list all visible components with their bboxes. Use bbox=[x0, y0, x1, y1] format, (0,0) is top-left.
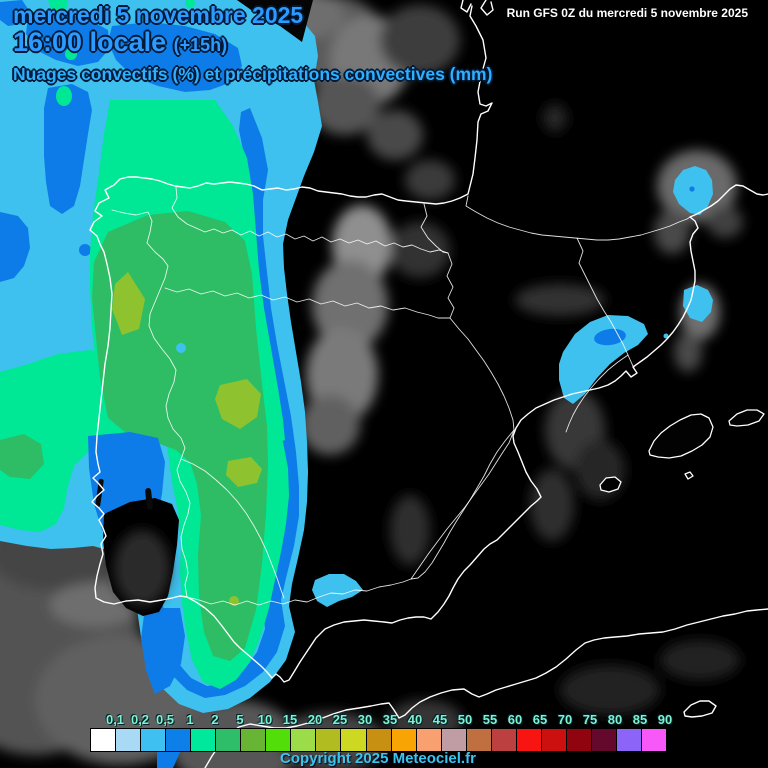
legend-label: 5 bbox=[236, 712, 244, 727]
coastline-iberia-france bbox=[89, 5, 768, 683]
legend-label: 0,5 bbox=[155, 712, 175, 727]
legend-colorbar bbox=[90, 728, 667, 752]
legend-cell bbox=[316, 729, 342, 751]
legend-cell bbox=[416, 729, 442, 751]
precip-cell-ebro bbox=[559, 315, 648, 404]
header: mercredi 5 novembre 2025 16:00 locale (+… bbox=[13, 2, 493, 84]
legend-cell bbox=[391, 729, 417, 751]
island-formentera bbox=[684, 471, 694, 480]
dry-wedge bbox=[237, 0, 313, 42]
legend-cell bbox=[291, 729, 317, 751]
precip-patch-olive bbox=[112, 272, 145, 335]
legend-cell bbox=[541, 729, 567, 751]
legend-cell bbox=[341, 729, 367, 751]
legend-cell bbox=[166, 729, 192, 751]
legend-label: 20 bbox=[307, 712, 323, 727]
legend-cell bbox=[642, 729, 667, 751]
legend-label: 30 bbox=[357, 712, 373, 727]
border-navarra bbox=[420, 203, 455, 319]
legend-label: 15 bbox=[282, 712, 298, 727]
legend-label: 25 bbox=[332, 712, 348, 727]
header-time-value: 16:00 locale bbox=[13, 26, 167, 57]
legend-label: 60 bbox=[507, 712, 523, 727]
legend-cell bbox=[466, 729, 492, 751]
legend-label: 70 bbox=[557, 712, 573, 727]
legend-cell bbox=[591, 729, 617, 751]
precip-cell-south bbox=[312, 574, 363, 607]
legend-cell bbox=[91, 729, 117, 751]
border-pyrenees bbox=[465, 195, 691, 241]
border-catalonia-inner bbox=[565, 354, 629, 433]
legend-label: 35 bbox=[382, 712, 398, 727]
border-valencia bbox=[410, 429, 515, 580]
precip-cell-costa-brava bbox=[683, 285, 713, 322]
border-portugal-spain bbox=[111, 209, 191, 598]
legend-label: 10 bbox=[257, 712, 273, 727]
header-date: mercredi 5 novembre 2025 bbox=[13, 2, 304, 28]
borders-layer bbox=[111, 186, 691, 606]
border-sistema-central bbox=[164, 287, 451, 319]
legend-label: 80 bbox=[607, 712, 623, 727]
header-time: 16:00 locale (+15h) bbox=[13, 28, 492, 56]
border-andalucia bbox=[186, 578, 412, 606]
border-extremadura bbox=[180, 458, 285, 599]
legend-label: 0,1 bbox=[105, 712, 125, 727]
legend-cell bbox=[141, 729, 167, 751]
legend-label: 65 bbox=[532, 712, 548, 727]
legend-cell bbox=[491, 729, 517, 751]
border-iberico bbox=[449, 317, 515, 431]
island-mallorca bbox=[648, 413, 714, 459]
legend-label: 40 bbox=[407, 712, 423, 727]
legend-label: 85 bbox=[632, 712, 648, 727]
precip-layer bbox=[0, 0, 713, 768]
border-cantabrian bbox=[171, 186, 449, 254]
precip-band-blue bbox=[149, 108, 299, 698]
legend-labels: 0,1 0,2 0,5 1 2 5 10 15 20 25 30 35 40 45 50 55 60 65 70 75… bbox=[90, 712, 672, 727]
run-info: Run GFS 0Z du mercredi 5 novembre 2025 bbox=[506, 6, 748, 20]
legend-label: 0,2 bbox=[130, 712, 150, 727]
island-menorca bbox=[728, 409, 765, 427]
legend-label: 1 bbox=[186, 712, 194, 727]
islands-layer bbox=[599, 409, 765, 493]
copyright: Copyright 2025 Meteociel.fr bbox=[280, 750, 476, 767]
coastline-ceuta bbox=[683, 700, 717, 718]
header-subtitle: Nuages convectifs (%) et précipitations … bbox=[13, 63, 493, 84]
legend-cell bbox=[116, 729, 142, 751]
legend-cell bbox=[366, 729, 392, 751]
legend-label: 75 bbox=[582, 712, 598, 727]
legend-label: 90 bbox=[657, 712, 673, 727]
precip-legend: 0,1 0,2 0,5 1 2 5 10 15 20 25 30 35 40 45 50 55 60 65 70 75… bbox=[90, 712, 672, 752]
legend-cell bbox=[616, 729, 643, 751]
legend-label: 45 bbox=[432, 712, 448, 727]
coastline-africa bbox=[204, 608, 768, 768]
legend-cell bbox=[216, 729, 242, 751]
legend-cell bbox=[191, 729, 217, 751]
header-time-offset: (+15h) bbox=[173, 34, 228, 55]
legend-cell bbox=[241, 729, 267, 751]
legend-label: 2 bbox=[211, 712, 219, 727]
legend-cell bbox=[516, 729, 542, 751]
legend-cell bbox=[566, 729, 592, 751]
coastline-layer bbox=[89, 0, 768, 768]
legend-cell bbox=[441, 729, 467, 751]
legend-label: 55 bbox=[482, 712, 498, 727]
legend-label: 50 bbox=[457, 712, 473, 727]
legend-cell bbox=[266, 729, 292, 751]
island-ibiza bbox=[599, 476, 622, 493]
